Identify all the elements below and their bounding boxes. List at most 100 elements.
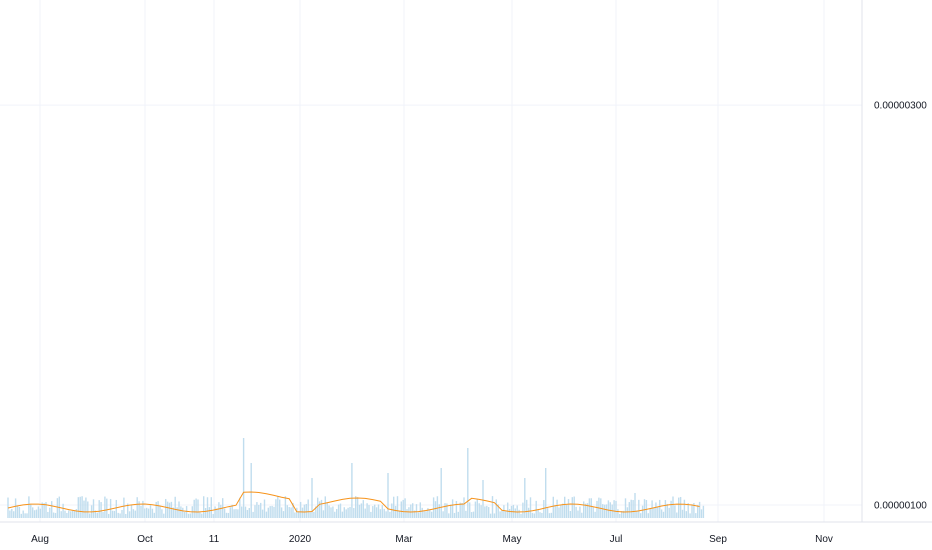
volume-bar <box>140 505 142 518</box>
volume-bar <box>353 508 355 518</box>
volume-bar <box>503 505 505 518</box>
volume-bar <box>170 501 173 518</box>
volume-bar <box>670 500 672 518</box>
volume-bar <box>182 507 184 518</box>
volume-bar <box>638 499 640 518</box>
volume-bar <box>375 507 378 518</box>
volume-bar <box>273 506 275 518</box>
volume-bar <box>453 512 456 518</box>
volume-bar <box>541 512 543 518</box>
volume-bar <box>495 499 497 518</box>
volume-bar <box>282 511 285 518</box>
volume-bar <box>581 512 583 518</box>
volume-bar <box>100 502 102 518</box>
volume-bar <box>387 473 389 518</box>
volume-bar <box>702 505 705 518</box>
volume-bar <box>358 504 361 518</box>
volume-bar <box>326 502 328 518</box>
volume-bar <box>185 506 188 518</box>
volume-bar <box>30 504 32 518</box>
time-axis: Aug Oct 11 2020 Mar May Jul Sep Nov <box>31 534 833 545</box>
volume-bar <box>621 511 623 518</box>
volume-bar <box>659 499 661 518</box>
volume-bar <box>322 510 325 518</box>
volume-bar <box>35 509 38 518</box>
volume-bar <box>497 504 499 518</box>
volume-bar <box>125 513 127 518</box>
volume-bar <box>62 503 64 518</box>
volume-bar <box>102 512 104 518</box>
volume-bar <box>227 512 230 518</box>
volume-bar <box>159 506 161 518</box>
volume-bar <box>491 496 494 518</box>
volume-bar <box>493 513 496 518</box>
volume-bar <box>87 501 89 518</box>
volume-bar <box>507 502 509 518</box>
volume-bar <box>470 512 473 518</box>
volume-bar <box>488 507 490 518</box>
volume-bar <box>136 497 138 518</box>
volume-bar <box>571 497 573 518</box>
volume-bar <box>419 502 421 518</box>
volume-bar <box>54 512 57 518</box>
volume-bar <box>427 508 429 518</box>
volume-bar <box>149 505 152 518</box>
volume-bar <box>56 498 59 518</box>
volume-bar <box>299 501 302 518</box>
volume-bar <box>400 501 402 518</box>
volume-bar <box>607 500 610 518</box>
volume-bar <box>94 510 97 518</box>
volume-bar <box>508 509 511 518</box>
volume-bar <box>505 511 507 518</box>
volume-bar <box>279 499 281 518</box>
x-tick-label: Nov <box>815 534 833 545</box>
volume-bar <box>548 513 551 518</box>
volume-bar <box>444 503 446 518</box>
volume-bar <box>520 513 522 518</box>
volume-bar <box>634 493 636 518</box>
volume-bar <box>307 499 309 518</box>
volume-bar <box>28 496 30 518</box>
volume-bar <box>374 504 376 518</box>
volume-bar <box>309 511 311 518</box>
volume-bar <box>168 502 171 518</box>
volume-bar <box>203 496 205 518</box>
volume-bar <box>201 513 203 518</box>
volume-bar <box>187 513 190 518</box>
volume-bar <box>575 506 577 518</box>
volume-bar <box>537 509 539 518</box>
volume-bar <box>231 504 233 518</box>
volume-bar <box>351 463 353 518</box>
volume-bar <box>486 505 488 518</box>
volume-bar <box>394 505 397 518</box>
volume-bar <box>588 498 591 518</box>
volume-bar <box>26 513 28 518</box>
volume-bar <box>476 498 478 518</box>
volume-bar <box>242 438 245 518</box>
volume-bar <box>41 502 43 518</box>
volume-bar <box>244 506 247 518</box>
volume-bar <box>96 512 98 518</box>
volume-bar <box>695 513 697 518</box>
volume-bar <box>22 510 24 518</box>
volume-bar <box>697 505 699 518</box>
volume-bar <box>195 498 197 518</box>
volume-bar <box>229 507 231 518</box>
volume-bar <box>619 513 621 518</box>
volume-bar <box>469 502 471 518</box>
volume-bar <box>252 511 254 518</box>
volume-bar <box>260 502 262 518</box>
volume-bar <box>288 507 290 518</box>
volume-bar <box>123 497 125 518</box>
volume-bar <box>311 478 313 518</box>
volume-bar <box>408 507 410 518</box>
volume-bar <box>590 498 592 518</box>
volume-bar <box>482 480 484 518</box>
volume-bar <box>649 508 651 518</box>
volume-bar <box>197 499 199 518</box>
volume-bar <box>39 508 41 518</box>
volume-bar <box>220 504 222 518</box>
volume-bar <box>261 509 264 518</box>
